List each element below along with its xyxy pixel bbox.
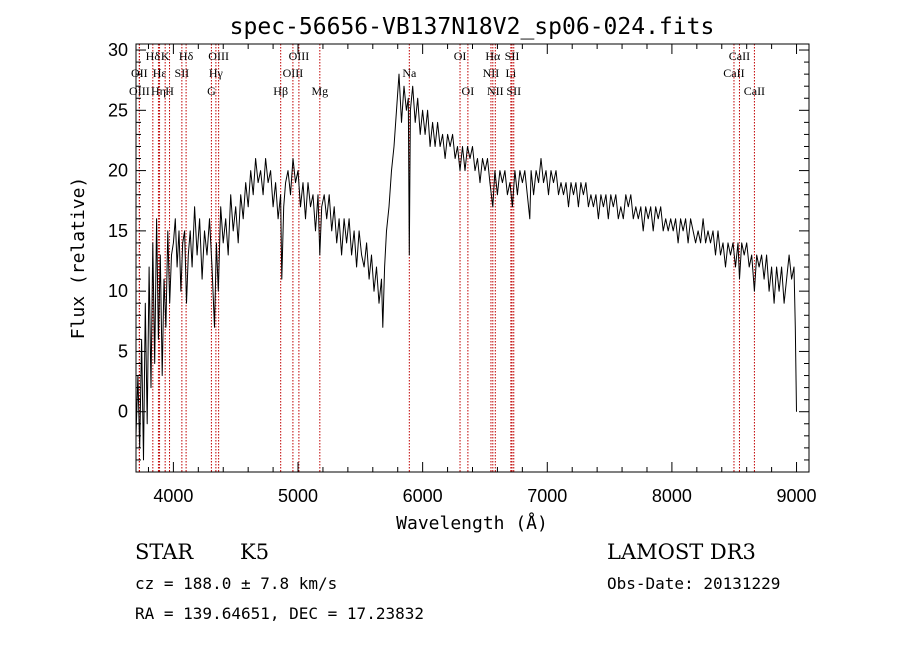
redshift-velocity: cz = 188.0 ± 7.8 km/s: [135, 574, 337, 593]
y-tick-label: 15: [108, 221, 128, 241]
spectral-line-label: CaII: [744, 84, 765, 98]
y-tick-label: 0: [118, 402, 128, 422]
spectral-line-label: SII: [505, 49, 520, 63]
survey-name: LAMOST DR3: [607, 540, 756, 564]
spectral-line-label: Mg: [311, 84, 328, 98]
spectral-line-markers: [138, 44, 755, 472]
object-subclass: K5: [240, 540, 269, 564]
x-tick-label: 6000: [403, 486, 443, 506]
spectral-line-label: Hγ: [209, 66, 224, 80]
y-tick-label: 25: [108, 100, 128, 120]
x-tick-label: 9000: [777, 486, 817, 506]
spectral-line-label: CaII: [723, 66, 744, 80]
y-tick-label: 30: [108, 40, 128, 60]
spectral-line-label: Na: [402, 66, 417, 80]
flux-series: [135, 73, 797, 461]
spectral-line-label: OIII: [129, 84, 150, 98]
spectral-line-label: OIII: [208, 49, 229, 63]
y-tick-label: 10: [108, 281, 128, 301]
spectral-line-label: K: [161, 49, 170, 63]
x-axis-ticks: 4000 5000 6000 7000 8000 9000: [147, 44, 817, 506]
y-axis-label: Flux (relative): [68, 177, 89, 340]
y-axis-ticks: 0 5 10 15 20 25 30: [108, 40, 809, 461]
x-tick-label: 4000: [153, 486, 193, 506]
spectral-line-label: OII: [131, 66, 148, 80]
x-tick-label: 7000: [527, 486, 567, 506]
chart-title: spec-56656-VB137N18V2_sp06-024.fits: [230, 14, 715, 40]
spectral-line-label: Li: [506, 66, 517, 80]
spectral-line-label: SII: [506, 84, 521, 98]
coordinates: RA = 139.64651, DEC = 17.23832: [135, 604, 424, 623]
plot-frame: [135, 43, 810, 473]
spectral-line-label: Hβ: [273, 84, 288, 98]
observation-date: Obs-Date: 20131229: [607, 574, 780, 593]
spectral-line-label: OIII: [289, 49, 310, 63]
object-class: STAR: [135, 540, 194, 564]
spectral-line-label: Hε: [153, 66, 167, 80]
spectral-line-label: Hα: [485, 49, 501, 63]
x-tick-label: 5000: [278, 486, 318, 506]
spectral-line-label: Hδ: [146, 49, 161, 63]
spectral-line-label: CaII: [729, 49, 750, 63]
x-axis-label: Wavelength (Å): [396, 512, 548, 534]
spectral-line-label: Hδ: [179, 49, 194, 63]
spectral-line-label: SII: [175, 66, 190, 80]
spectral-line-label: OI: [454, 49, 467, 63]
y-tick-label: 5: [118, 341, 128, 361]
spectral-line-label: G: [207, 84, 216, 98]
flux-line: [135, 73, 797, 461]
y-tick-label: 20: [108, 161, 128, 181]
spectral-line-label: OI: [462, 84, 475, 98]
spectral-line-label: NII: [483, 66, 500, 80]
spectral-line-label: OIII: [283, 66, 304, 80]
spectral-line-label: NII: [487, 84, 504, 98]
spectral-line-label: Hη: [151, 84, 166, 98]
x-tick-label: 8000: [652, 486, 692, 506]
spectral-line-label: H: [165, 84, 174, 98]
